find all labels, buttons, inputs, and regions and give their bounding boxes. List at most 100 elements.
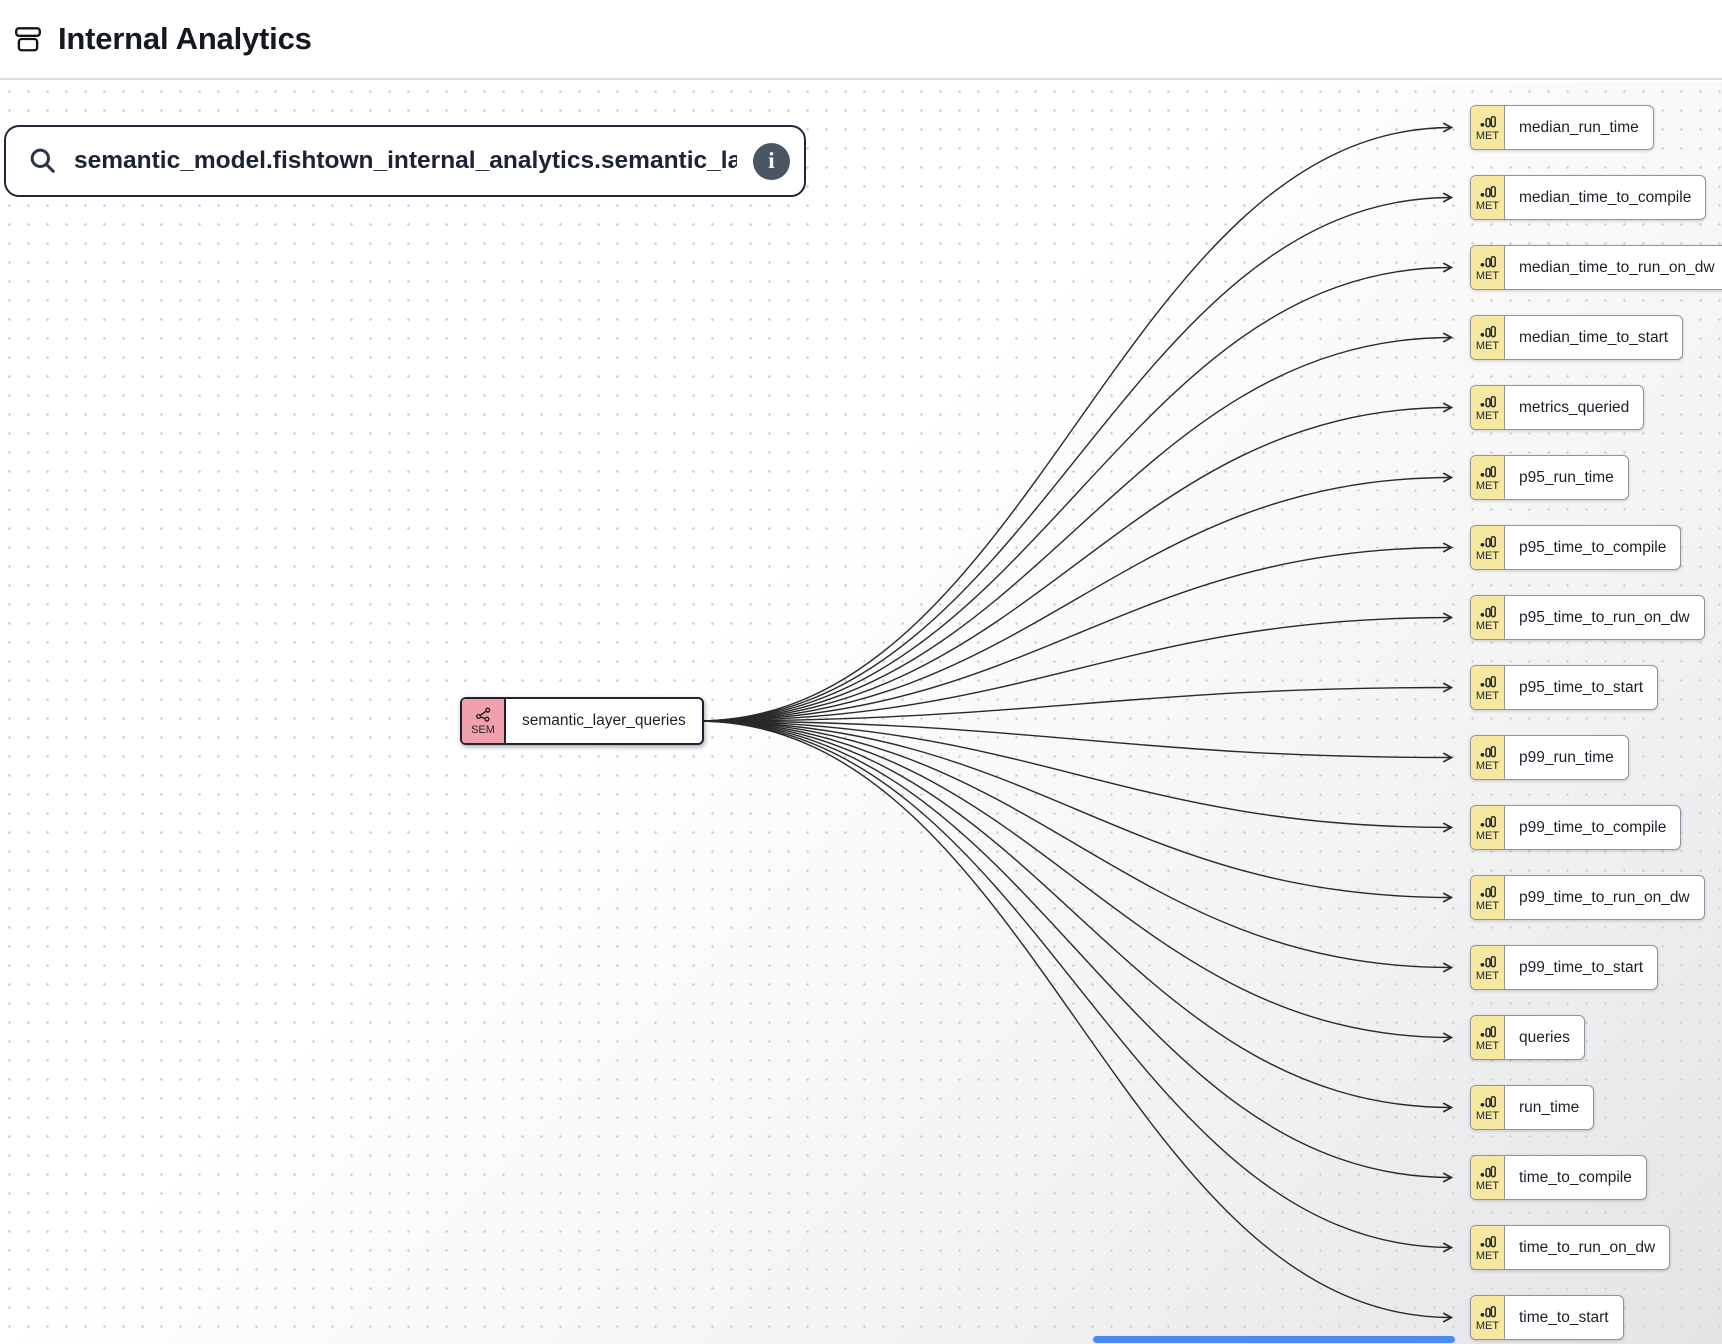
- bar-chart-icon: [1480, 955, 1496, 967]
- badge-label: MET: [1475, 969, 1500, 982]
- badge-label: MET: [1475, 339, 1500, 352]
- node-label: p99_run_time: [1519, 748, 1614, 766]
- metric-badge: MET: [1471, 246, 1505, 289]
- badge-label: MET: [1475, 689, 1500, 702]
- node-label: queries: [1519, 1028, 1570, 1046]
- badge-label: SEM: [471, 724, 495, 736]
- node-label: median_run_time: [1519, 118, 1639, 136]
- node-label: time_to_start: [1519, 1308, 1609, 1326]
- badge-label: MET: [1475, 549, 1500, 562]
- badge-label: MET: [1475, 269, 1500, 282]
- lineage-node-p95_run_time[interactable]: MET p95_run_time: [1470, 455, 1629, 500]
- edge-p99_run_time: [696, 720, 1452, 758]
- info-icon[interactable]: i: [753, 142, 790, 180]
- node-label: p95_run_time: [1519, 468, 1614, 486]
- lineage-node-p99_time_to_run_on_dw[interactable]: MET p99_time_to_run_on_dw: [1470, 875, 1705, 920]
- lineage-node-time_to_run_on_dw[interactable]: MET time_to_run_on_dw: [1470, 1225, 1671, 1270]
- lineage-node-p99_time_to_start[interactable]: MET p99_time_to_start: [1470, 945, 1659, 990]
- metric-badge: MET: [1471, 316, 1505, 359]
- lineage-node-time_to_start[interactable]: MET time_to_start: [1470, 1295, 1624, 1340]
- search-input[interactable]: semantic_model.fishtown_internal_analyti…: [4, 125, 806, 197]
- metric-badge: MET: [1471, 736, 1505, 779]
- metric-badge: MET: [1471, 876, 1505, 919]
- share-network-icon: [475, 707, 490, 722]
- edge-time_to_start: [696, 720, 1452, 1318]
- edge-p95_time_to_run_on_dw: [696, 618, 1452, 722]
- edge-median_time_to_start: [696, 338, 1452, 722]
- metric-badge: MET: [1471, 666, 1505, 709]
- lineage-node-median_run_time[interactable]: MET median_run_time: [1470, 105, 1654, 150]
- badge-label: MET: [1475, 759, 1500, 772]
- edge-queries: [696, 720, 1452, 1038]
- page-header: Internal Analytics: [0, 0, 1722, 80]
- badge-label: MET: [1475, 899, 1500, 912]
- lineage-node-median_time_to_start[interactable]: MET median_time_to_start: [1470, 315, 1684, 360]
- lineage-node-median_time_to_run_on_dw[interactable]: MET median_time_to_run_on_dw: [1470, 245, 1722, 290]
- node-label: semantic_layer_queries: [522, 712, 686, 729]
- lineage-node-median_time_to_compile[interactable]: MET median_time_to_compile: [1470, 175, 1707, 220]
- edge-median_run_time: [696, 128, 1452, 722]
- lineage-node-p95_time_to_compile[interactable]: MET p95_time_to_compile: [1470, 525, 1682, 570]
- lineage-node-queries[interactable]: MET queries: [1470, 1015, 1585, 1060]
- bar-chart-icon: [1480, 185, 1496, 197]
- metric-badge: MET: [1471, 1156, 1505, 1199]
- badge-label: MET: [1475, 1179, 1500, 1192]
- badge-label: MET: [1475, 1249, 1500, 1262]
- badge-label: MET: [1475, 829, 1500, 842]
- metric-badge: MET: [1471, 176, 1505, 219]
- edge-time_to_run_on_dw: [696, 720, 1452, 1248]
- metric-badge: MET: [1471, 1086, 1505, 1129]
- bar-chart-icon: [1480, 605, 1496, 617]
- edge-p95_time_to_start: [696, 688, 1452, 722]
- bar-chart-icon: [1480, 675, 1496, 687]
- metric-badge: MET: [1471, 1016, 1505, 1059]
- lineage-node-semantic-layer-queries[interactable]: SEM semantic_layer_queries: [460, 697, 704, 745]
- node-label: p95_time_to_start: [1519, 678, 1644, 696]
- bar-chart-icon: [1480, 1025, 1496, 1037]
- node-label: time_to_run_on_dw: [1519, 1238, 1656, 1256]
- badge-label: MET: [1475, 1039, 1500, 1052]
- bar-chart-icon: [1480, 465, 1496, 477]
- metric-badge: MET: [1471, 1226, 1505, 1269]
- metric-badge: MET: [1471, 596, 1505, 639]
- edge-p99_time_to_compile: [696, 720, 1452, 828]
- lineage-node-run_time[interactable]: MET run_time: [1470, 1085, 1595, 1130]
- bar-chart-icon: [1480, 395, 1496, 407]
- metric-badge: MET: [1471, 526, 1505, 569]
- node-label: run_time: [1519, 1098, 1580, 1116]
- edge-p99_time_to_start: [696, 720, 1452, 968]
- lineage-node-p95_time_to_start[interactable]: MET p95_time_to_start: [1470, 665, 1659, 710]
- horizontal-scrollbar-thumb[interactable]: [1093, 1336, 1455, 1343]
- node-label: p99_time_to_compile: [1519, 818, 1667, 836]
- bar-chart-icon: [1480, 745, 1496, 757]
- badge-label: MET: [1475, 129, 1500, 142]
- bar-chart-icon: [1480, 1165, 1496, 1177]
- node-label: p95_time_to_run_on_dw: [1519, 608, 1690, 626]
- metric-badge: MET: [1471, 386, 1505, 429]
- badge-label: MET: [1475, 199, 1500, 212]
- edge-p95_run_time: [696, 478, 1452, 722]
- metric-badge: MET: [1471, 456, 1505, 499]
- search-icon: [30, 148, 55, 173]
- lineage-node-p99_run_time[interactable]: MET p99_run_time: [1470, 735, 1629, 780]
- metric-badge: MET: [1471, 806, 1505, 849]
- edge-median_time_to_run_on_dw: [696, 268, 1452, 722]
- node-label: median_time_to_run_on_dw: [1519, 258, 1715, 276]
- node-label: p99_time_to_run_on_dw: [1519, 888, 1690, 906]
- badge-label: MET: [1475, 409, 1500, 422]
- semantic-model-badge: SEM: [462, 699, 506, 743]
- archive-box-icon: [15, 27, 41, 52]
- lineage-node-metrics_queried[interactable]: MET metrics_queried: [1470, 385, 1645, 430]
- node-label: median_time_to_compile: [1519, 188, 1692, 206]
- lineage-node-time_to_compile[interactable]: MET time_to_compile: [1470, 1155, 1647, 1200]
- lineage-node-p95_time_to_run_on_dw[interactable]: MET p95_time_to_run_on_dw: [1470, 595, 1705, 640]
- metric-badge: MET: [1471, 106, 1505, 149]
- bar-chart-icon: [1480, 115, 1496, 127]
- edge-p99_time_to_run_on_dw: [696, 720, 1452, 898]
- edge-p95_time_to_compile: [696, 548, 1452, 722]
- lineage-canvas[interactable]: [0, 82, 1722, 1344]
- bar-chart-icon: [1480, 1095, 1496, 1107]
- badge-label: MET: [1475, 619, 1500, 632]
- lineage-node-p99_time_to_compile[interactable]: MET p99_time_to_compile: [1470, 805, 1682, 850]
